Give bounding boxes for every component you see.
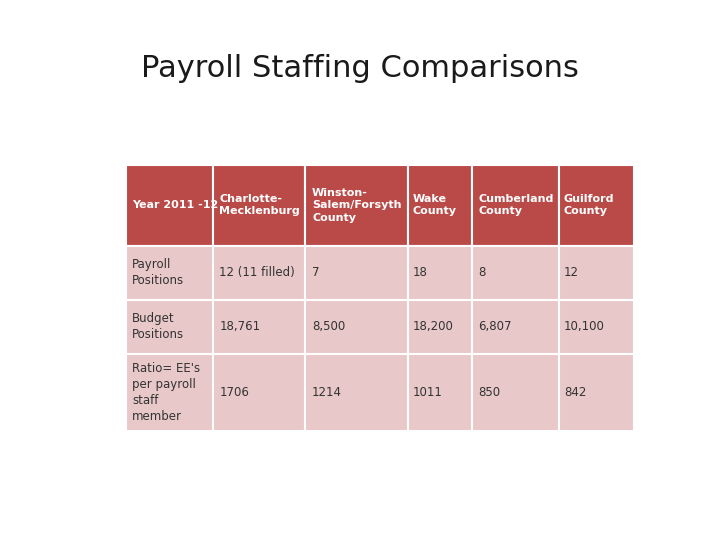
Text: 10,100: 10,100: [564, 320, 605, 333]
Text: 18,761: 18,761: [219, 320, 261, 333]
FancyBboxPatch shape: [305, 354, 408, 431]
FancyBboxPatch shape: [213, 300, 305, 354]
Text: Budget
Positions: Budget Positions: [132, 312, 184, 341]
Text: 18,200: 18,200: [413, 320, 454, 333]
FancyBboxPatch shape: [472, 300, 559, 354]
Text: Payroll
Positions: Payroll Positions: [132, 258, 184, 287]
Text: 8: 8: [478, 266, 486, 279]
Text: 842: 842: [564, 386, 586, 399]
FancyBboxPatch shape: [126, 246, 213, 300]
FancyBboxPatch shape: [472, 354, 559, 431]
Text: Cumberland
County: Cumberland County: [478, 194, 554, 217]
FancyBboxPatch shape: [408, 300, 472, 354]
FancyBboxPatch shape: [126, 354, 213, 431]
Text: Payroll Staffing Comparisons: Payroll Staffing Comparisons: [141, 54, 579, 83]
Text: 1214: 1214: [312, 386, 342, 399]
FancyBboxPatch shape: [559, 165, 634, 246]
Text: Wake
County: Wake County: [413, 194, 456, 217]
FancyBboxPatch shape: [305, 300, 408, 354]
Text: 18: 18: [413, 266, 428, 279]
Text: Guilford
County: Guilford County: [564, 194, 614, 217]
FancyBboxPatch shape: [408, 354, 472, 431]
FancyBboxPatch shape: [213, 354, 305, 431]
Text: 7: 7: [312, 266, 320, 279]
Text: 6,807: 6,807: [478, 320, 512, 333]
Text: 1706: 1706: [219, 386, 249, 399]
FancyBboxPatch shape: [408, 246, 472, 300]
FancyBboxPatch shape: [213, 165, 305, 246]
Text: 1011: 1011: [413, 386, 442, 399]
FancyBboxPatch shape: [559, 300, 634, 354]
Text: Year 2011 -12: Year 2011 -12: [132, 200, 219, 210]
Text: 8,500: 8,500: [312, 320, 346, 333]
Text: Ratio= EE's
per payroll
staff
member: Ratio= EE's per payroll staff member: [132, 362, 200, 423]
FancyBboxPatch shape: [126, 300, 213, 354]
FancyBboxPatch shape: [472, 165, 559, 246]
Text: 12: 12: [564, 266, 579, 279]
Text: 12 (11 filled): 12 (11 filled): [219, 266, 295, 279]
FancyBboxPatch shape: [559, 246, 634, 300]
FancyBboxPatch shape: [408, 165, 472, 246]
FancyBboxPatch shape: [213, 246, 305, 300]
FancyBboxPatch shape: [472, 246, 559, 300]
Text: Winston-
Salem/Forsyth
County: Winston- Salem/Forsyth County: [312, 188, 402, 222]
FancyBboxPatch shape: [559, 354, 634, 431]
FancyBboxPatch shape: [305, 246, 408, 300]
Text: 850: 850: [478, 386, 500, 399]
Text: Charlotte-
Mecklenburg: Charlotte- Mecklenburg: [219, 194, 300, 217]
FancyBboxPatch shape: [305, 165, 408, 246]
FancyBboxPatch shape: [126, 165, 213, 246]
